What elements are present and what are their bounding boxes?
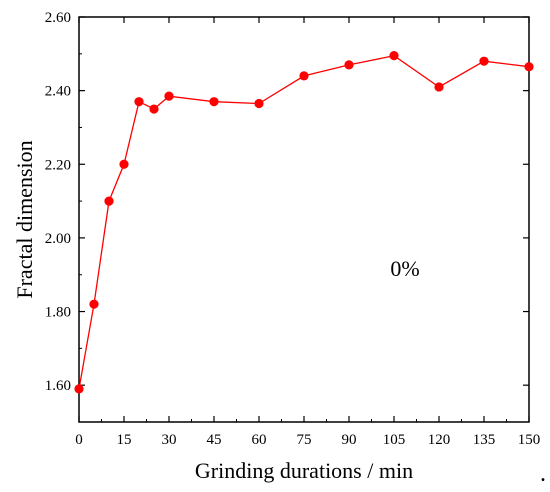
data-point [134, 97, 144, 107]
series-layer [74, 51, 534, 394]
x-tick-label: 90 [342, 432, 357, 448]
y-axis-ticks: 1.60 1.80 2.00 2.20 2.40 2.60 [45, 10, 529, 394]
y-axis-title: Fractal dimension [12, 140, 37, 298]
y-tick-label: 2.00 [45, 231, 71, 247]
x-tick-label: 15 [117, 432, 132, 448]
x-tick-label: 150 [518, 432, 541, 448]
series-line [78, 55, 530, 390]
x-axis-title: Grinding durations / min [195, 458, 413, 483]
y-tick-label: 2.20 [45, 157, 71, 173]
data-point [344, 60, 354, 70]
x-tick-label: 135 [473, 432, 496, 448]
data-point [254, 98, 264, 109]
data-point [89, 299, 99, 309]
trailing-period: . [540, 461, 546, 487]
data-point [119, 159, 129, 169]
data-point [209, 97, 219, 107]
data-point [164, 91, 174, 101]
data-point [74, 384, 84, 394]
y-tick-label: 1.60 [45, 378, 71, 394]
data-point [434, 82, 444, 92]
data-point [389, 51, 399, 61]
data-point [149, 104, 159, 114]
percent-annotation: 0% [390, 256, 419, 281]
x-tick-label: 0 [75, 432, 83, 448]
x-tick-label: 30 [162, 432, 177, 448]
data-point [524, 62, 534, 72]
y-tick-label: 2.60 [45, 10, 71, 26]
x-axis-ticks: 0 15 30 45 60 75 90 105 120 135 150 [75, 17, 540, 448]
x-tick-label: 75 [297, 432, 312, 448]
x-tick-label: 60 [252, 432, 267, 448]
x-tick-label: 105 [383, 432, 406, 448]
data-point [104, 196, 114, 206]
y-tick-label: 2.40 [45, 84, 71, 100]
data-point [479, 56, 489, 66]
y-tick-label: 1.80 [45, 305, 71, 321]
x-tick-label: 45 [207, 432, 222, 448]
data-point [299, 71, 309, 81]
x-tick-label: 120 [428, 432, 451, 448]
